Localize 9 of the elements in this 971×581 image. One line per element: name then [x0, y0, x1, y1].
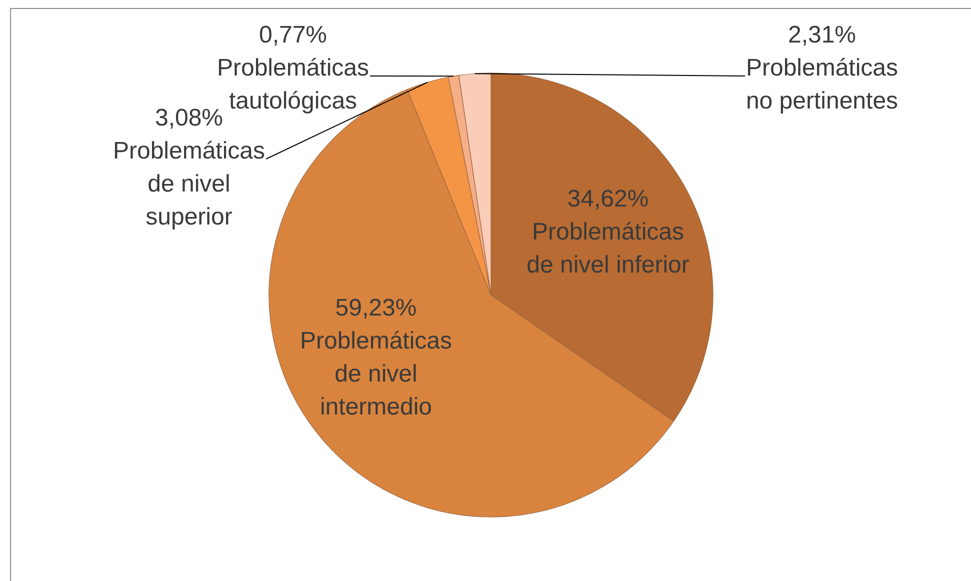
data-label: 0,77% — [258, 22, 328, 48]
slice-label: Problemáticas de nivel superior — [112, 138, 266, 230]
data-label: 59,23% — [335, 294, 417, 322]
slice-label: Problemáticas de nivel inferior — [526, 218, 690, 278]
slice-label: Problemáticas no pertinentes — [746, 54, 898, 114]
data-label: 3,08% — [154, 104, 224, 132]
data-label: 2,31% — [788, 22, 856, 48]
data-label: 34,62% — [567, 186, 649, 212]
slice-label: Problemáticas de nivel intermedio — [300, 328, 452, 420]
